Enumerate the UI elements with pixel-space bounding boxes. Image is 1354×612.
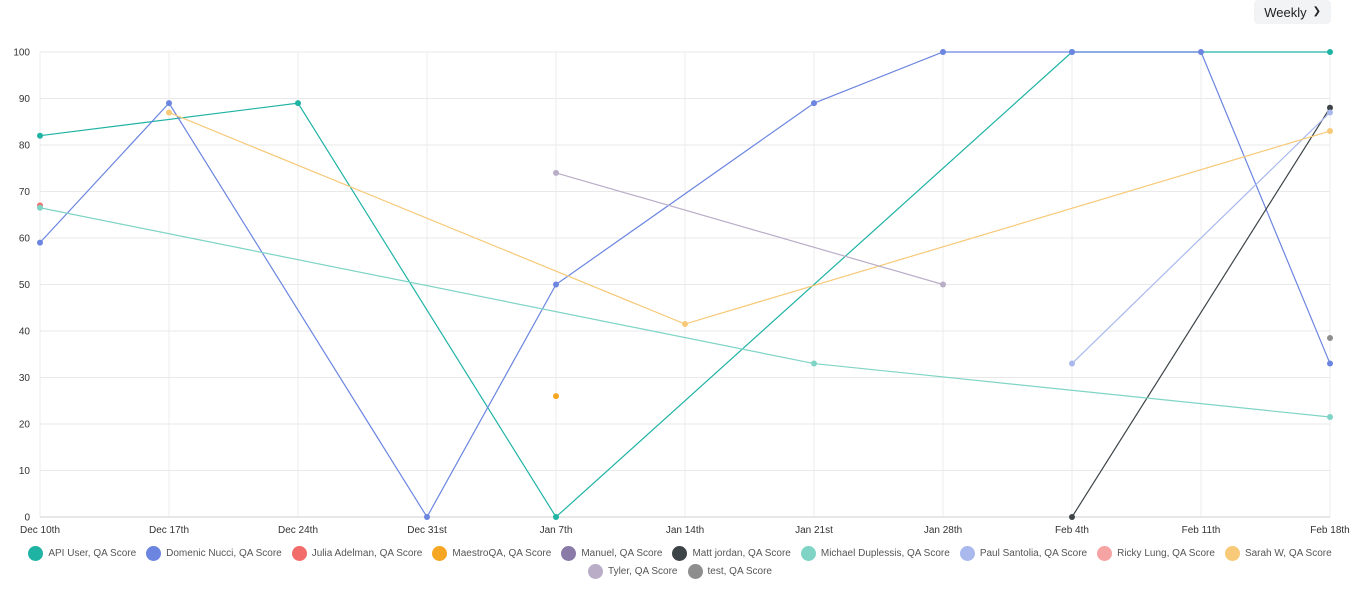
legend-label: Paul Santolia, QA Score: [979, 547, 1088, 559]
data-point: [166, 100, 172, 107]
legend-swatch: [432, 545, 448, 561]
legend-row: Tyler, QA Score test, QA Score: [20, 562, 1340, 580]
y-tick-label: 0: [24, 513, 30, 524]
data-point: [37, 204, 43, 211]
series-line: [1071, 112, 1331, 364]
legend-swatch: [1097, 545, 1113, 561]
y-tick-label: 50: [19, 280, 31, 291]
legend-swatch: [146, 545, 162, 561]
x-tick-label: Jan 28th: [924, 525, 962, 536]
legend-swatch: [588, 563, 604, 579]
x-tick-label: Dec 17th: [149, 525, 189, 536]
legend-label: Ricky Lung, QA Score: [1117, 547, 1215, 559]
y-tick-label: 60: [19, 234, 31, 245]
legend-swatch: [672, 545, 688, 561]
legend-swatch: [687, 563, 703, 579]
data-point: [295, 100, 301, 107]
data-point: [940, 281, 946, 288]
data-point: [682, 321, 688, 328]
line-chart: 0 10 20 30 40 50 60 70 80 90 100 Dec 10th Dec 17th De…: [13, 48, 1349, 537]
data-point: [1198, 49, 1204, 55]
legend-swatch: [291, 545, 307, 561]
y-tick-label: 100: [13, 48, 30, 59]
data-point: [424, 514, 430, 520]
legend-item[interactable]: Ricky Lung, QA Score: [1097, 545, 1215, 561]
legend-label: Matt jordan, QA Score: [692, 547, 791, 559]
y-tick-label: 90: [19, 94, 31, 105]
data-point: [553, 393, 559, 400]
period-dropdown-label: Weekly: [1264, 4, 1307, 20]
legend-label: Michael Duplessis, QA Score: [820, 547, 950, 559]
x-tick-label: Dec 10th: [20, 525, 60, 536]
data-point: [1069, 514, 1075, 520]
legend-item[interactable]: MaestroQA, QA Score: [432, 545, 552, 561]
legend-item[interactable]: Sarah W, QA Score: [1224, 545, 1332, 561]
legend-item[interactable]: Domenic Nucci, QA Score: [146, 545, 282, 561]
legend-label: API User, QA Score: [48, 547, 137, 559]
series-line: [1071, 107, 1331, 518]
y-tick-label: 10: [19, 466, 31, 477]
legend-label: MaestroQA, QA Score: [452, 547, 552, 559]
y-tick-label: 20: [19, 420, 31, 431]
series-line: [555, 172, 944, 286]
data-point: [553, 281, 559, 288]
x-tick-label: Feb 4th: [1055, 525, 1089, 536]
legend-item[interactable]: Matt jordan, QA Score: [672, 545, 791, 561]
chevron-down-icon: ❯: [1312, 6, 1321, 17]
legend-label: Sarah W, QA Score: [1244, 547, 1332, 559]
legend-swatch: [959, 545, 975, 561]
x-tick-label: Feb 18th: [1310, 525, 1349, 536]
x-tick-label: Jan 21st: [795, 525, 833, 536]
legend-row: API User, QA Score Domenic Nucci, QA Scor…: [20, 544, 1340, 562]
y-tick-label: 80: [19, 141, 31, 152]
legend-item[interactable]: Julia Adelman, QA Score: [291, 545, 423, 561]
data-point: [1327, 109, 1333, 116]
legend-item[interactable]: API User, QA Score: [28, 545, 137, 561]
data-point: [1327, 49, 1333, 55]
legend-swatch: [561, 545, 577, 561]
data-point: [811, 360, 817, 367]
legend-item[interactable]: test, QA Score: [687, 563, 772, 579]
legend-swatch: [28, 545, 44, 561]
legend-item[interactable]: Michael Duplessis, QA Score: [800, 545, 950, 561]
chart-legend: API User, QA Score Domenic Nucci, QA Scor…: [20, 544, 1340, 580]
data-point: [1069, 360, 1075, 367]
y-tick-label: 40: [19, 327, 31, 338]
x-tick-label: Dec 31st: [407, 525, 447, 536]
data-point: [1069, 49, 1075, 55]
legend-label: Julia Adelman, QA Score: [311, 547, 423, 559]
x-tick-label: Jan 7th: [540, 525, 573, 536]
y-tick-label: 30: [19, 373, 31, 384]
x-tick-label: Feb 11th: [1182, 525, 1221, 536]
data-point: [37, 132, 43, 139]
legend-swatch: [1224, 545, 1240, 561]
data-point: [37, 239, 43, 246]
data-point: [1327, 360, 1333, 367]
data-point: [811, 100, 817, 107]
x-tick-label: Dec 24th: [278, 525, 318, 536]
data-point: [553, 169, 559, 176]
legend-label: Tyler, QA Score: [608, 565, 678, 577]
legend-item[interactable]: Tyler, QA Score: [588, 563, 678, 579]
legend-label: Domenic Nucci, QA Score: [166, 547, 282, 559]
legend-item[interactable]: Paul Santolia, QA Score: [959, 545, 1088, 561]
data-point: [940, 49, 946, 55]
legend-label: Manuel, QA Score: [581, 547, 663, 559]
data-point: [1327, 414, 1333, 421]
x-tick-label: Jan 14th: [666, 525, 704, 536]
data-point: [553, 514, 559, 520]
legend-label: test, QA Score: [707, 565, 772, 577]
data-point: [1327, 334, 1333, 341]
legend-item[interactable]: Manuel, QA Score: [561, 545, 663, 561]
series-line: [168, 111, 1331, 325]
period-dropdown[interactable]: Weekly ❯: [1254, 0, 1331, 24]
data-point: [166, 109, 172, 116]
data-point: [1327, 104, 1333, 111]
legend-swatch: [800, 545, 816, 561]
data-point: [1327, 128, 1333, 135]
y-tick-label: 70: [19, 187, 31, 198]
